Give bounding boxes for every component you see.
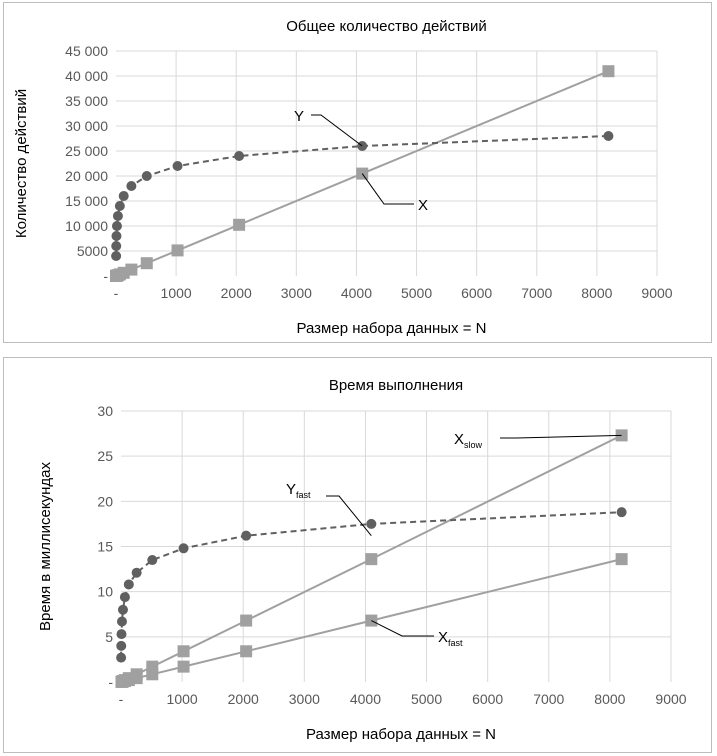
- data-point-circle: [111, 231, 122, 241]
- annotation-leader-line: [361, 173, 414, 205]
- y-tick-label: 30 000: [65, 118, 108, 134]
- annotation-leader-line: [371, 620, 434, 637]
- x-tick-label: 1000: [161, 285, 192, 301]
- x-tick-label: 7000: [533, 691, 564, 707]
- data-point-square: [240, 614, 253, 627]
- x-tick-label: 3000: [289, 691, 320, 707]
- y-tick-label: 10 000: [65, 218, 108, 234]
- data-point-square: [130, 672, 143, 685]
- y-tick-label: 15: [97, 539, 113, 555]
- y-tick-label: 25: [97, 448, 113, 464]
- y-tick-label: 15 000: [65, 193, 108, 209]
- x-tick-label: 6000: [461, 285, 492, 301]
- x-tick-label: 2000: [228, 691, 259, 707]
- data-point-circle: [234, 151, 245, 161]
- x-tick-label: 4000: [341, 285, 372, 301]
- y-tick-label: 30: [97, 403, 113, 419]
- data-point-circle: [111, 251, 122, 261]
- annotation-leader-line: [326, 495, 372, 536]
- data-point-square: [615, 553, 628, 566]
- data-point-circle: [178, 543, 189, 554]
- data-point-circle: [603, 131, 614, 141]
- data-point-circle: [114, 201, 125, 211]
- data-point-circle: [118, 191, 129, 201]
- x-tick-label: 8000: [581, 285, 612, 301]
- y-axis-label: Время в миллисекундах: [37, 462, 54, 631]
- chart-execution-time: Время выполнения - 5 10 15 20 25 30 - 1000 2000 300…: [37, 377, 687, 743]
- annotation-label: X: [418, 197, 428, 214]
- data-point-circle: [616, 507, 627, 518]
- y-tick-label: 45 000: [65, 43, 108, 59]
- series-line-y: [115, 135, 609, 257]
- data-point-circle: [119, 592, 130, 603]
- data-point-circle: [123, 579, 134, 590]
- x-tick-label: 9000: [655, 691, 686, 707]
- y-tick-label: 20 000: [65, 168, 108, 184]
- data-point-circle: [111, 241, 122, 251]
- chart-title: Время выполнения: [329, 377, 463, 394]
- chart-panel-execution-time: Время выполнения - 5 10 15 20 25 30 - 1000 2000 300…: [3, 357, 712, 753]
- x-tick-label: 5000: [411, 691, 442, 707]
- data-point-circle: [147, 555, 158, 566]
- data-point-square: [146, 668, 159, 681]
- data-point-circle: [111, 221, 122, 231]
- data-point-square: [177, 645, 190, 658]
- x-tick-label: 1000: [167, 691, 198, 707]
- y-tick-label: 5000: [77, 243, 108, 259]
- data-point-circle: [112, 211, 123, 221]
- series-line-y-fast: [120, 511, 622, 658]
- y-tick-label: 25 000: [65, 143, 108, 159]
- data-point-circle: [116, 640, 127, 651]
- chart-title: Общее количество действий: [286, 18, 487, 35]
- x-tick-label: 3000: [281, 285, 312, 301]
- x-tick-label: 9000: [641, 285, 672, 301]
- data-point-circle: [241, 530, 252, 541]
- data-point-square: [233, 218, 246, 231]
- y-tick-label: 5: [105, 629, 113, 645]
- annotation-leader-line: [311, 114, 363, 147]
- data-point-circle: [116, 652, 127, 663]
- chart-panel-total-actions: Общее количество действий - 5000 10 000 15 0…: [3, 2, 712, 343]
- x-tick-label: 5000: [401, 285, 432, 301]
- x-tick-label: 6000: [472, 691, 503, 707]
- data-point-square: [117, 266, 130, 279]
- data-point-square: [365, 553, 378, 566]
- annotation-leader-line: [500, 434, 622, 439]
- data-point-square: [240, 645, 253, 658]
- data-point-square: [602, 65, 615, 78]
- data-point-circle: [126, 181, 137, 191]
- data-point-circle: [172, 161, 183, 171]
- data-point-circle: [117, 604, 128, 615]
- annotation-label: Yfast: [286, 481, 311, 500]
- x-tick-label: 2000: [221, 285, 252, 301]
- data-point-circle: [116, 616, 127, 627]
- x-tick-label: 8000: [594, 691, 625, 707]
- y-tick-label: -: [108, 674, 113, 690]
- y-tick-label: 20: [97, 493, 113, 509]
- y-tick-label: 35 000: [65, 93, 108, 109]
- annotation-label: Xfast: [438, 629, 463, 648]
- x-tick-label: 4000: [350, 691, 381, 707]
- data-point-circle: [141, 171, 152, 181]
- data-point-circle: [131, 567, 142, 578]
- chart-total-actions: Общее количество действий - 5000 10 000 15 0…: [13, 18, 673, 337]
- data-point-square: [125, 263, 138, 276]
- x-tick-label: 7000: [521, 285, 552, 301]
- data-point-square: [140, 257, 153, 270]
- y-tick-label: 40 000: [65, 68, 108, 84]
- annotation-label: Y: [294, 108, 304, 125]
- x-tick-label: -: [114, 285, 119, 301]
- x-tick-label: -: [119, 691, 124, 707]
- y-tick-label: 10: [97, 584, 113, 600]
- annotation-label: Xslow: [454, 431, 483, 450]
- data-point-circle: [366, 518, 377, 529]
- data-point-circle: [116, 629, 127, 640]
- data-point-square: [171, 244, 184, 257]
- y-axis-label: Количество действий: [13, 89, 30, 238]
- data-point-square: [177, 660, 190, 673]
- x-axis-label: Размер набора данных = N: [296, 320, 486, 337]
- x-axis-label: Размер набора данных = N: [306, 726, 496, 743]
- y-tick-label: -: [103, 268, 108, 284]
